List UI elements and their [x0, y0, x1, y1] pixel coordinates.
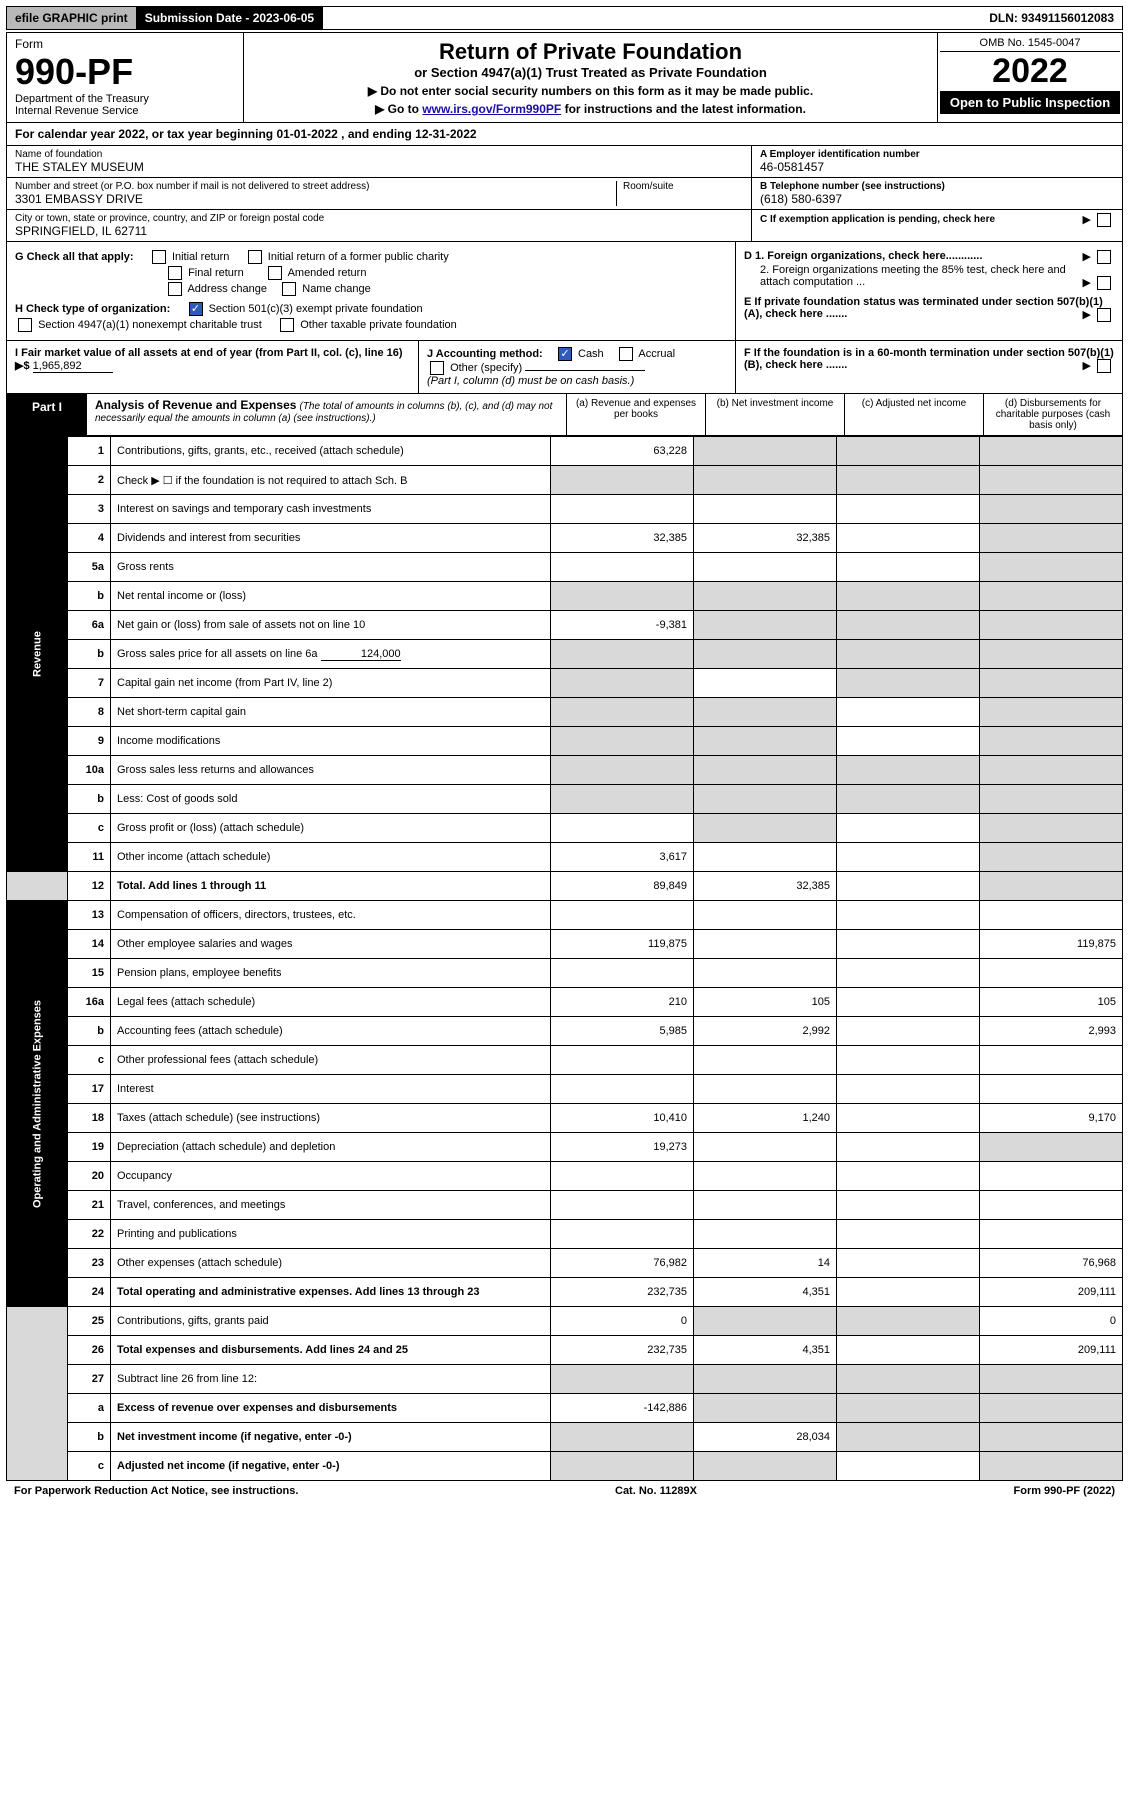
- ein-value: 46-0581457: [760, 160, 1114, 174]
- form-number: 990-PF: [15, 51, 235, 93]
- instr-ssn: ▶ Do not enter social security numbers o…: [252, 84, 929, 98]
- dept-treasury: Department of the Treasury Internal Reve…: [15, 93, 235, 117]
- instr-goto: ▶ Go to www.irs.gov/Form990PF for instru…: [252, 102, 929, 116]
- g-initial-former-checkbox[interactable]: [248, 250, 262, 264]
- irs-link[interactable]: www.irs.gov/Form990PF: [422, 102, 561, 116]
- hij-block: I Fair market value of all assets at end…: [6, 341, 1123, 394]
- e-checkbox[interactable]: [1097, 308, 1111, 322]
- form-subtitle: or Section 4947(a)(1) Trust Treated as P…: [252, 65, 929, 80]
- expenses-side-label: Operating and Administrative Expenses: [7, 901, 68, 1307]
- g-amended-checkbox[interactable]: [268, 266, 282, 280]
- pending-checkbox[interactable]: [1097, 213, 1111, 227]
- pending-label: C If exemption application is pending, c…: [760, 214, 995, 225]
- e-label: E If private foundation status was termi…: [744, 296, 1103, 320]
- h-label: H Check type of organization:: [15, 303, 170, 315]
- col-a-header: (a) Revenue and expenses per books: [566, 394, 705, 435]
- part1-header: Part I Analysis of Revenue and Expenses …: [6, 394, 1123, 436]
- d2-label: 2. Foreign organizations meeting the 85%…: [760, 264, 1066, 288]
- foundation-name: THE STALEY MUSEUM: [15, 160, 743, 174]
- h-501c3-checkbox[interactable]: ✓: [189, 302, 203, 316]
- col-d-header: (d) Disbursements for charitable purpose…: [983, 394, 1122, 435]
- h-other-checkbox[interactable]: [280, 318, 294, 332]
- g-label: G Check all that apply:: [15, 251, 134, 263]
- city-state-zip: SPRINGFIELD, IL 62711: [15, 224, 743, 238]
- j-cash-checkbox[interactable]: ✓: [558, 347, 572, 361]
- d1-label: D 1. Foreign organizations, check here..…: [744, 250, 982, 262]
- street-label: Number and street (or P.O. box number if…: [15, 181, 616, 192]
- page-footer: For Paperwork Reduction Act Notice, see …: [6, 1481, 1123, 1501]
- f-checkbox[interactable]: [1097, 359, 1111, 373]
- footer-mid: Cat. No. 11289X: [615, 1485, 697, 1497]
- ein-label: A Employer identification number: [760, 149, 1114, 160]
- city-label: City or town, state or province, country…: [15, 213, 743, 224]
- form-header: Form 990-PF Department of the Treasury I…: [6, 32, 1123, 123]
- j-label: J Accounting method:: [427, 348, 543, 360]
- g-initial-checkbox[interactable]: [152, 250, 166, 264]
- top-bar: efile GRAPHIC print Submission Date - 20…: [6, 6, 1123, 30]
- calendar-year: For calendar year 2022, or tax year begi…: [6, 123, 1123, 146]
- omb-number: OMB No. 1545-0047: [940, 35, 1120, 52]
- g-final-checkbox[interactable]: [168, 266, 182, 280]
- main-table: Revenue 1 Contributions, gifts, grants, …: [6, 436, 1123, 1481]
- f-label: F If the foundation is in a 60-month ter…: [744, 347, 1114, 371]
- col-b-header: (b) Net investment income: [705, 394, 844, 435]
- room-label: Room/suite: [623, 181, 743, 192]
- name-label: Name of foundation: [15, 149, 743, 160]
- revenue-side-label: Revenue: [7, 437, 68, 872]
- part1-tab: Part I: [7, 394, 87, 435]
- part1-title: Analysis of Revenue and Expenses: [95, 398, 296, 412]
- j-other-checkbox[interactable]: [430, 361, 444, 375]
- checks-block: G Check all that apply: Initial return I…: [6, 242, 1123, 341]
- g-name-checkbox[interactable]: [282, 282, 296, 296]
- d2-checkbox[interactable]: [1097, 276, 1111, 290]
- footer-left: For Paperwork Reduction Act Notice, see …: [14, 1485, 298, 1497]
- form-title: Return of Private Foundation: [252, 39, 929, 65]
- d1-checkbox[interactable]: [1097, 250, 1111, 264]
- submission-date: Submission Date - 2023-06-05: [137, 7, 323, 29]
- phone-value: (618) 580-6397: [760, 192, 1114, 206]
- tax-year: 2022: [940, 52, 1120, 91]
- i-value: 1,965,892: [33, 360, 113, 373]
- j-note: (Part I, column (d) must be on cash basi…: [427, 375, 727, 387]
- phone-label: B Telephone number (see instructions): [760, 181, 1114, 192]
- street-address: 3301 EMBASSY DRIVE: [15, 192, 616, 206]
- dln-number: DLN: 93491156012083: [981, 7, 1122, 29]
- efile-label: efile GRAPHIC print: [7, 7, 137, 29]
- form-word: Form: [15, 37, 235, 51]
- col-c-header: (c) Adjusted net income: [844, 394, 983, 435]
- g-address-checkbox[interactable]: [168, 282, 182, 296]
- footer-right: Form 990-PF (2022): [1014, 1485, 1115, 1497]
- identity-block: Name of foundation THE STALEY MUSEUM Num…: [6, 146, 1123, 242]
- j-accrual-checkbox[interactable]: [619, 347, 633, 361]
- open-inspection: Open to Public Inspection: [940, 91, 1120, 114]
- h-4947-checkbox[interactable]: [18, 318, 32, 332]
